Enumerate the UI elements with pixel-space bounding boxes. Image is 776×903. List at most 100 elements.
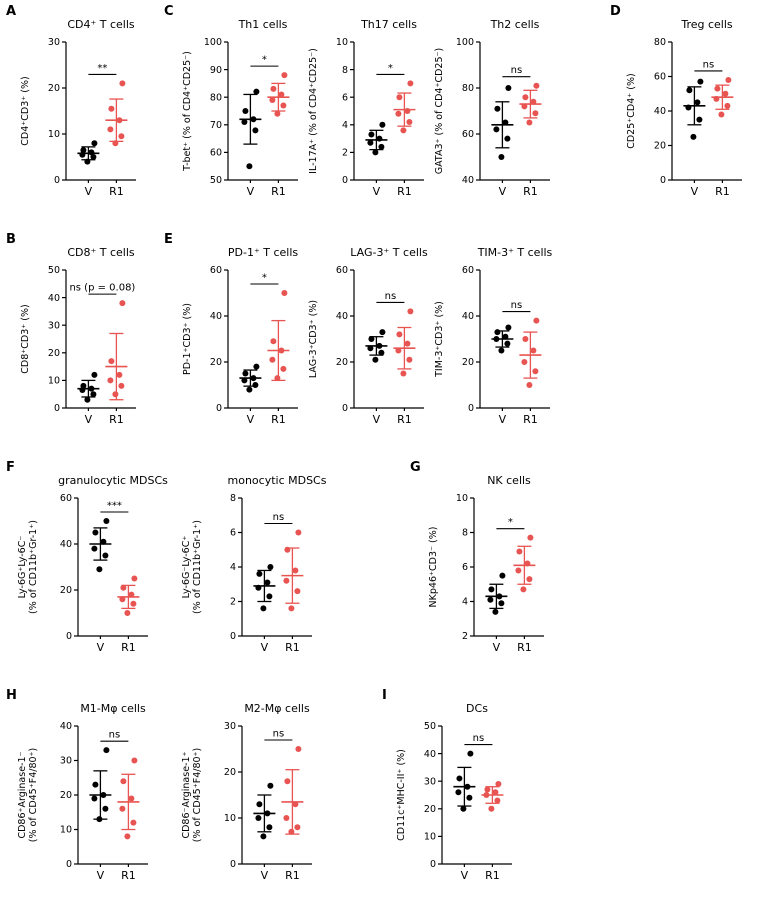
svg-text:LAG-3⁺CD3⁺ (%): LAG-3⁺CD3⁺ (%): [308, 300, 319, 378]
svg-text:V: V: [499, 185, 507, 198]
svg-text:40: 40: [336, 311, 348, 322]
svg-text:V: V: [261, 869, 269, 882]
panel-letter-i: I: [382, 688, 387, 703]
panel-letter-e: E: [164, 232, 173, 247]
svg-text:4: 4: [342, 120, 348, 131]
chart-monocytic-mdscs: monocytic MDSCs Ly-6G⁻Ly-6C⁺ (% of CD11b⁺G…: [180, 468, 327, 673]
svg-text:80: 80: [210, 92, 222, 103]
svg-text:TIM-3⁺CD3⁺ (%): TIM-3⁺CD3⁺ (%): [434, 301, 445, 378]
svg-text:20: 20: [224, 767, 236, 778]
svg-text:Ly-6G⁻Ly-6C⁺: Ly-6G⁻Ly-6C⁺: [181, 536, 192, 599]
svg-text:R1: R1: [271, 413, 286, 426]
svg-text:R1: R1: [121, 641, 136, 654]
svg-text:CD86⁺Arginase-1⁻: CD86⁺Arginase-1⁻: [17, 751, 28, 838]
svg-text:CD8⁺CD3⁺ (%): CD8⁺CD3⁺ (%): [20, 304, 31, 373]
svg-text:10: 10: [48, 129, 60, 140]
svg-text:M2-Mφ cells: M2-Mφ cells: [244, 702, 310, 715]
svg-text:90: 90: [210, 65, 222, 76]
svg-text:20: 20: [48, 348, 60, 359]
svg-text:100: 100: [456, 37, 474, 48]
svg-text:R1: R1: [285, 641, 300, 654]
chart-nk-cells: NK cells NKp46⁺CD3⁻ (%) 2 4 6 8 10 V R1 *: [424, 468, 554, 673]
svg-text:50: 50: [48, 265, 60, 276]
svg-text:4: 4: [462, 597, 468, 608]
panel-letter-c: C: [164, 4, 174, 19]
svg-text:DCs: DCs: [466, 702, 488, 715]
svg-text:Treg cells: Treg cells: [680, 18, 733, 31]
svg-text:0: 0: [342, 175, 348, 186]
svg-text:GATA3⁺ (% of CD4⁺CD25⁻): GATA3⁺ (% of CD4⁺CD25⁻): [434, 48, 445, 174]
svg-text:monocytic MDSCs: monocytic MDSCs: [228, 474, 327, 487]
svg-text:0: 0: [430, 859, 436, 870]
svg-text:ns: ns: [703, 59, 715, 70]
svg-text:(% of CD11b⁺Gr-1⁺): (% of CD11b⁺Gr-1⁺): [28, 520, 39, 614]
svg-text:M1-Mφ cells: M1-Mφ cells: [80, 702, 146, 715]
svg-text:ns (p = 0.08): ns (p = 0.08): [69, 283, 135, 294]
svg-text:R1: R1: [523, 413, 538, 426]
svg-text:20: 20: [336, 357, 348, 368]
svg-text:V: V: [493, 641, 501, 654]
svg-text:V: V: [85, 413, 93, 426]
svg-text:40: 40: [462, 311, 474, 322]
svg-text:R1: R1: [397, 185, 412, 198]
svg-text:V: V: [373, 185, 381, 198]
svg-text:80: 80: [654, 37, 666, 48]
svg-text:(% of CD45⁺F4/80⁺): (% of CD45⁺F4/80⁺): [28, 748, 39, 843]
svg-text:(% of CD11b⁺Gr-1⁺): (% of CD11b⁺Gr-1⁺): [192, 520, 203, 614]
svg-text:0: 0: [468, 403, 474, 414]
svg-text:6: 6: [462, 562, 468, 573]
svg-text:V: V: [499, 413, 507, 426]
svg-text:V: V: [261, 641, 269, 654]
svg-text:0: 0: [342, 403, 348, 414]
svg-text:60: 60: [60, 493, 72, 504]
svg-text:60: 60: [210, 265, 222, 276]
svg-text:10: 10: [48, 376, 60, 387]
svg-text:70: 70: [210, 120, 222, 131]
svg-text:ns: ns: [511, 65, 523, 76]
svg-text:NKp46⁺CD3⁻ (%): NKp46⁺CD3⁻ (%): [428, 527, 439, 608]
panel-letter-d: D: [610, 4, 621, 19]
svg-text:IL-17A⁺ (% of CD4⁺CD25⁻): IL-17A⁺ (% of CD4⁺CD25⁻): [308, 48, 319, 174]
svg-text:50: 50: [210, 175, 222, 186]
chart-m1-macrophage-cells: M1-Mφ cells CD86⁺Arginase-1⁻ (% of CD45⁺F4…: [16, 696, 158, 901]
chart-tim3-t-cells: TIM-3⁺ T cells TIM-3⁺CD3⁺ (%) 0 20 40 60 V R1 ns: [430, 240, 560, 445]
svg-text:ns: ns: [273, 729, 285, 740]
svg-text:0: 0: [230, 631, 236, 642]
svg-text:R1: R1: [109, 185, 124, 198]
svg-text:100: 100: [204, 37, 222, 48]
svg-text:20: 20: [462, 357, 474, 368]
svg-text:CD4⁺ T cells: CD4⁺ T cells: [67, 18, 135, 31]
svg-text:ns: ns: [273, 512, 285, 523]
svg-text:V: V: [373, 413, 381, 426]
svg-text:T-bet⁺ (% of CD4⁺CD25⁻): T-bet⁺ (% of CD4⁺CD25⁻): [182, 51, 193, 172]
svg-text:*: *: [262, 55, 267, 66]
svg-text:R1: R1: [271, 185, 286, 198]
chart-treg-cells: Treg cells CD25⁺CD4⁺ (%) 0 20 40 60 80 V R1 ns: [622, 12, 752, 217]
svg-text:LAG-3⁺ T cells: LAG-3⁺ T cells: [350, 246, 428, 259]
chart-th2-cells: Th2 cells GATA3⁺ (% of CD4⁺CD25⁻) 40 60 80 10…: [430, 12, 560, 217]
svg-text:80: 80: [462, 83, 474, 94]
svg-text:30: 30: [48, 320, 60, 331]
svg-text:PD-1⁺ T cells: PD-1⁺ T cells: [228, 246, 299, 259]
svg-text:40: 40: [60, 721, 72, 732]
svg-text:20: 20: [424, 804, 436, 815]
svg-text:60: 60: [336, 265, 348, 276]
svg-text:CD8⁺ T cells: CD8⁺ T cells: [67, 246, 135, 259]
svg-text:6: 6: [230, 528, 236, 539]
chart-m2-macrophage-cells: M2-Mφ cells CD86⁻Arginase-1⁺ (% of CD45⁺F4…: [180, 696, 322, 901]
svg-text:30: 30: [424, 776, 436, 787]
svg-text:0: 0: [66, 859, 72, 870]
svg-text:*: *: [508, 517, 513, 528]
svg-text:CD4⁺CD3⁺ (%): CD4⁺CD3⁺ (%): [20, 76, 31, 145]
svg-text:2: 2: [462, 631, 468, 642]
chart-th17-cells: Th17 cells IL-17A⁺ (% of CD4⁺CD25⁻) 0 2 4 6 8 1…: [304, 12, 434, 217]
svg-text:R1: R1: [517, 641, 532, 654]
svg-text:R1: R1: [121, 869, 136, 882]
svg-text:10: 10: [60, 825, 72, 836]
svg-text:ns: ns: [385, 291, 397, 302]
svg-text:Th17 cells: Th17 cells: [360, 18, 417, 31]
panel-letter-a: A: [6, 4, 17, 19]
svg-text:R1: R1: [285, 869, 300, 882]
svg-text:0: 0: [216, 403, 222, 414]
